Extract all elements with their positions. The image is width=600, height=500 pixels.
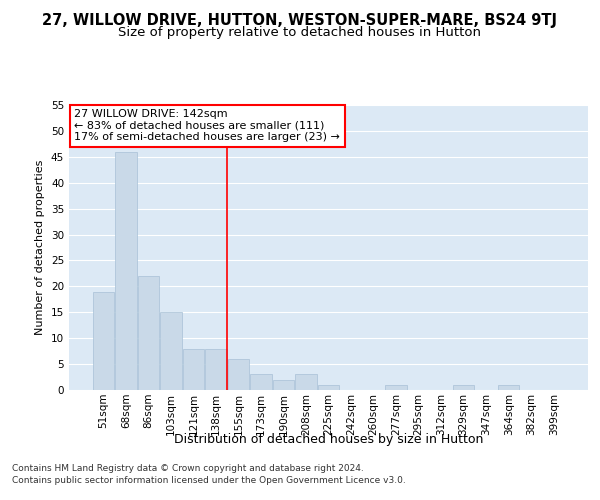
Y-axis label: Number of detached properties: Number of detached properties bbox=[35, 160, 46, 335]
Text: 27, WILLOW DRIVE, HUTTON, WESTON-SUPER-MARE, BS24 9TJ: 27, WILLOW DRIVE, HUTTON, WESTON-SUPER-M… bbox=[43, 12, 557, 28]
Text: Size of property relative to detached houses in Hutton: Size of property relative to detached ho… bbox=[119, 26, 482, 39]
Bar bbox=[228, 359, 249, 390]
Text: Contains public sector information licensed under the Open Government Licence v3: Contains public sector information licen… bbox=[12, 476, 406, 485]
Bar bbox=[250, 374, 272, 390]
Bar bbox=[385, 385, 407, 390]
Text: 27 WILLOW DRIVE: 142sqm
← 83% of detached houses are smaller (111)
17% of semi-d: 27 WILLOW DRIVE: 142sqm ← 83% of detache… bbox=[74, 110, 340, 142]
Bar bbox=[115, 152, 137, 390]
Bar bbox=[498, 385, 520, 390]
Text: Contains HM Land Registry data © Crown copyright and database right 2024.: Contains HM Land Registry data © Crown c… bbox=[12, 464, 364, 473]
Text: Distribution of detached houses by size in Hutton: Distribution of detached houses by size … bbox=[174, 432, 484, 446]
Bar bbox=[137, 276, 159, 390]
Bar bbox=[453, 385, 475, 390]
Bar bbox=[205, 348, 227, 390]
Bar bbox=[295, 374, 317, 390]
Bar bbox=[318, 385, 339, 390]
Bar bbox=[273, 380, 294, 390]
Bar bbox=[182, 348, 204, 390]
Bar bbox=[160, 312, 182, 390]
Bar bbox=[92, 292, 114, 390]
